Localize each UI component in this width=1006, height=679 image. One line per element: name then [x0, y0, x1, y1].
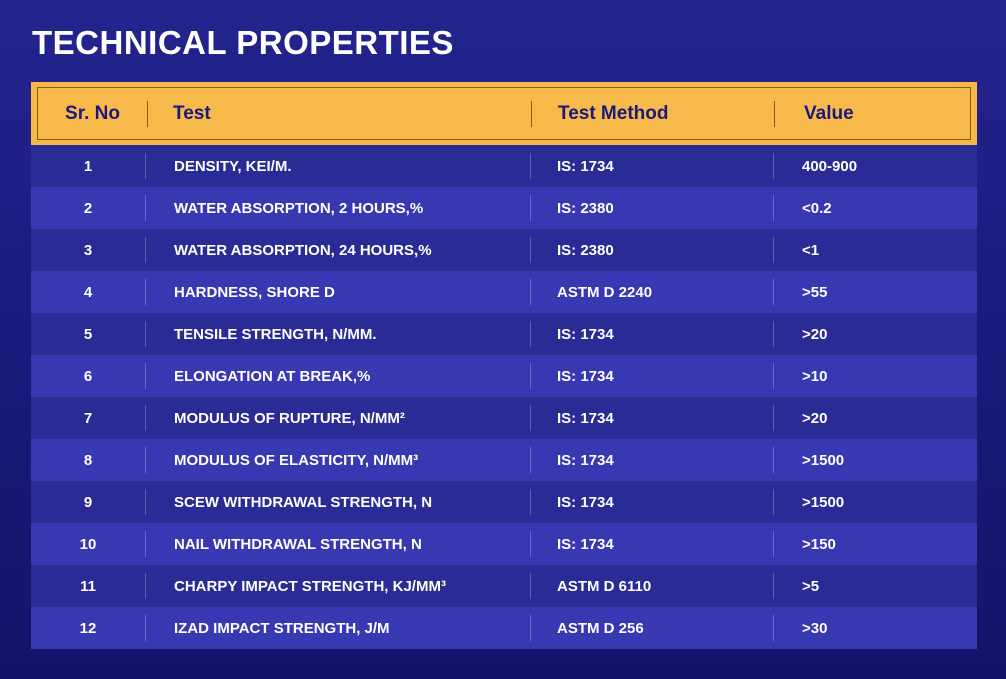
- cell-sr-no: 2: [31, 195, 146, 221]
- cell-sr-no: 12: [31, 615, 146, 641]
- cell-sr-no: 7: [31, 405, 146, 431]
- table-row: 1 DENSITY, KEI/M. IS: 1734 400-900: [31, 145, 977, 187]
- cell-value: >1500: [802, 493, 845, 511]
- cell-sr-no: 9: [31, 489, 146, 515]
- cell-value: >150: [802, 535, 836, 553]
- table-row: 6 ELONGATION AT BREAK,% IS: 1734 >10: [31, 355, 977, 397]
- table-row: 4 HARDNESS, SHORE D ASTM D 2240 >55: [31, 271, 977, 313]
- cell-value: >20: [802, 409, 828, 427]
- cell-test-method: IS: 1734: [531, 531, 774, 557]
- cell-sr-no: 6: [31, 363, 146, 389]
- table-row: 8 MODULUS OF ELASTICITY, N/MM³ IS: 1734 …: [31, 439, 977, 481]
- cell-test-method: IS: 2380: [531, 195, 774, 221]
- cell-test: HARDNESS, SHORE D: [146, 279, 531, 305]
- cell-test-method: IS: 1734: [531, 153, 774, 179]
- cell-value: 400-900: [802, 157, 858, 175]
- table-row: 2 WATER ABSORPTION, 2 HOURS,% IS: 2380 <…: [31, 187, 977, 229]
- cell-test-method: IS: 1734: [531, 489, 774, 515]
- cell-test: MODULUS OF ELASTICITY, N/MM³: [146, 447, 531, 473]
- cell-test-method: ASTM D 2240: [531, 279, 774, 305]
- cell-test-method: IS: 1734: [531, 405, 774, 431]
- cell-value: >5: [802, 577, 820, 595]
- cell-sr-no: 4: [31, 279, 146, 305]
- header-test: Test: [148, 100, 532, 127]
- cell-sr-no: 1: [31, 153, 146, 179]
- table-row: 5 TENSILE STRENGTH, N/MM. IS: 1734 >20: [31, 313, 977, 355]
- cell-test: ELONGATION AT BREAK,%: [146, 363, 531, 389]
- cell-value: >55: [802, 283, 828, 301]
- cell-test: NAIL WITHDRAWAL STRENGTH, N: [146, 531, 531, 557]
- cell-test-method: IS: 1734: [531, 321, 774, 347]
- cell-sr-no: 8: [31, 447, 146, 473]
- cell-value: >20: [802, 325, 828, 343]
- cell-value: >1500: [802, 451, 845, 469]
- header-value: Value: [804, 102, 854, 124]
- table-body: 1 DENSITY, KEI/M. IS: 1734 400-900 2 WAT…: [31, 145, 977, 649]
- cell-sr-no: 11: [31, 573, 146, 599]
- page-title: TECHNICAL PROPERTIES: [32, 24, 454, 61]
- cell-test-method: IS: 1734: [531, 447, 774, 473]
- cell-test: WATER ABSORPTION, 2 HOURS,%: [146, 195, 531, 221]
- cell-test-method: ASTM D 6110: [531, 573, 774, 599]
- cell-test: MODULUS OF RUPTURE, N/MM²: [146, 405, 531, 431]
- table-header: Sr. No Test Test Method Value: [31, 82, 977, 145]
- cell-value: <1: [802, 241, 820, 259]
- cell-test-method: IS: 2380: [531, 237, 774, 263]
- table-row: 12 IZAD IMPACT STRENGTH, J/M ASTM D 256 …: [31, 607, 977, 649]
- cell-sr-no: 5: [31, 321, 146, 347]
- cell-test: DENSITY, KEI/M.: [146, 153, 531, 179]
- cell-test: TENSILE STRENGTH, N/MM.: [146, 321, 531, 347]
- header-test-method: Test Method: [532, 100, 775, 127]
- cell-test-method: IS: 1734: [531, 363, 774, 389]
- cell-value: <0.2: [802, 199, 832, 217]
- cell-test: WATER ABSORPTION, 24 HOURS,%: [146, 237, 531, 263]
- table-row: 3 WATER ABSORPTION, 24 HOURS,% IS: 2380 …: [31, 229, 977, 271]
- cell-test: SCEW WITHDRAWAL STRENGTH, N: [146, 489, 531, 515]
- table-row: 11 CHARPY IMPACT STRENGTH, KJ/MM³ ASTM D…: [31, 565, 977, 607]
- cell-test: CHARPY IMPACT STRENGTH, KJ/MM³: [146, 573, 531, 599]
- cell-value: >30: [802, 619, 828, 637]
- cell-value: >10: [802, 367, 828, 385]
- header-sr-no: Sr. No: [38, 100, 148, 127]
- table-row: 7 MODULUS OF RUPTURE, N/MM² IS: 1734 >20: [31, 397, 977, 439]
- cell-sr-no: 3: [31, 237, 146, 263]
- table-row: 9 SCEW WITHDRAWAL STRENGTH, N IS: 1734 >…: [31, 481, 977, 523]
- table-row: 10 NAIL WITHDRAWAL STRENGTH, N IS: 1734 …: [31, 523, 977, 565]
- cell-sr-no: 10: [31, 531, 146, 557]
- table-header-row: Sr. No Test Test Method Value: [37, 87, 971, 140]
- cell-test-method: ASTM D 256: [531, 615, 774, 641]
- cell-test: IZAD IMPACT STRENGTH, J/M: [146, 615, 531, 641]
- technical-properties-table: Sr. No Test Test Method Value 1 DENSITY,…: [31, 82, 977, 649]
